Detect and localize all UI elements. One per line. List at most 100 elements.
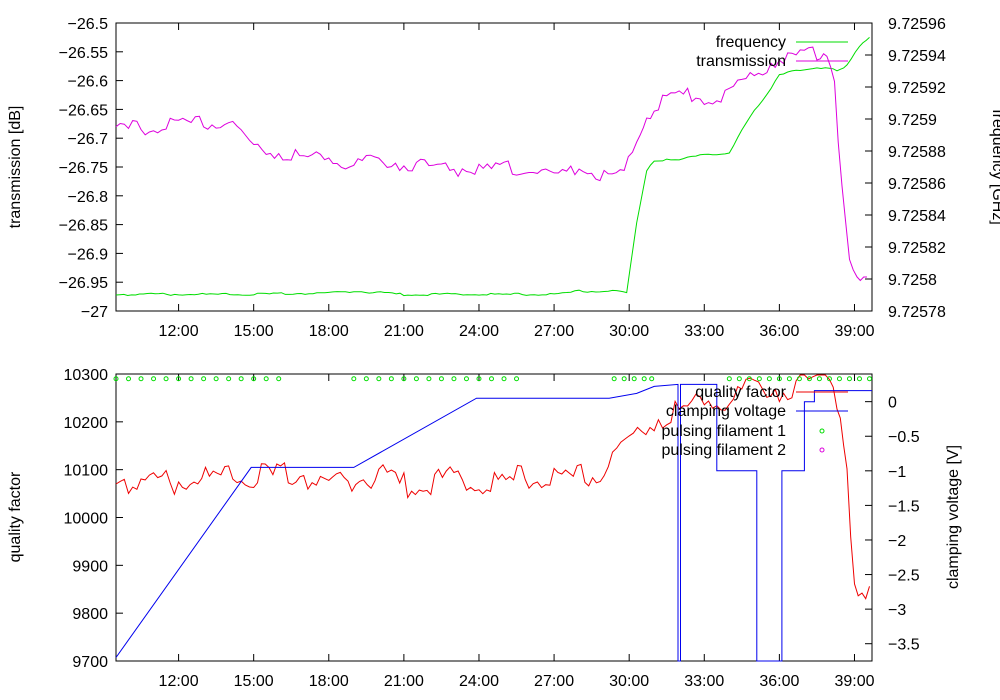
y2-tick-label: 9.72584 bbox=[888, 208, 946, 225]
x-tick-label: 30:00 bbox=[609, 673, 649, 690]
y-tick-label: −26.55 bbox=[59, 45, 108, 62]
marker-point-pulsing-filament-1 bbox=[514, 376, 520, 382]
x-tick-label: 36:00 bbox=[759, 323, 799, 340]
marker-point-pulsing-filament-1 bbox=[463, 376, 469, 382]
y2-tick-label: 9.72588 bbox=[888, 144, 946, 161]
marker-point-pulsing-filament-1 bbox=[766, 376, 772, 382]
y2-tick-label: −2.5 bbox=[888, 568, 920, 585]
marker-point-pulsing-filament-1 bbox=[388, 376, 394, 382]
y-tick-label: 10100 bbox=[64, 463, 109, 480]
marker-point-pulsing-filament-1 bbox=[631, 376, 637, 382]
y2-tick-label: 9.72592 bbox=[888, 80, 946, 97]
x-tick-label: 33:00 bbox=[684, 323, 724, 340]
marker-point-pulsing-filament-1 bbox=[746, 376, 752, 382]
marker-point-pulsing-filament-1 bbox=[451, 376, 457, 382]
top-panel: 12:00 15:00 18:00 21:00 24:00 27:00 30:00 33:00… bbox=[7, 16, 1000, 340]
x-tick-label: 15:00 bbox=[234, 673, 274, 690]
y2-tick-label: 9.72596 bbox=[888, 16, 946, 33]
top-y-axis-label: transmission [dB] bbox=[7, 106, 24, 229]
marker-point-pulsing-filament-1 bbox=[611, 376, 617, 382]
marker-point-pulsing-filament-1 bbox=[238, 376, 244, 382]
bottom-panel: 12:00 15:00 18:00 21:00 24:00 27:00 30:00 33:00… bbox=[7, 367, 962, 690]
marker-point-pulsing-filament-1 bbox=[786, 376, 792, 382]
y-tick-label: −26.6 bbox=[68, 74, 109, 91]
series-line-frequency bbox=[115, 37, 870, 297]
series-line-clamping-voltage bbox=[115, 383, 872, 662]
y2-tick-label: −1.5 bbox=[888, 498, 920, 515]
y2-tick-label: 9.72582 bbox=[888, 240, 946, 257]
marker-point-pulsing-filament-1 bbox=[846, 376, 852, 382]
top-series-layer bbox=[115, 37, 870, 297]
marker-point-pulsing-filament-1 bbox=[113, 376, 119, 382]
marker-point-pulsing-filament-1 bbox=[796, 376, 802, 382]
y-tick-label: 10000 bbox=[64, 511, 109, 528]
x-tick-label: 12:00 bbox=[159, 673, 199, 690]
x-tick-label: 27:00 bbox=[534, 673, 574, 690]
y-tick-label: 9800 bbox=[72, 606, 108, 623]
y-tick-label: −26.65 bbox=[59, 102, 108, 119]
marker-point-pulsing-filament-1 bbox=[251, 376, 257, 382]
y2-tick-label: −2 bbox=[888, 533, 906, 550]
y2-tick-label: −0.5 bbox=[888, 429, 920, 446]
y-tick-label: −26.7 bbox=[68, 131, 109, 148]
marker-point-pulsing-filament-1 bbox=[176, 376, 182, 382]
marker-point-pulsing-filament-1 bbox=[263, 376, 269, 382]
y2-tick-label: −3 bbox=[888, 602, 906, 619]
legend-label-pulsing-filament-1: pulsing filament 1 bbox=[661, 423, 786, 440]
top-legend: frequency transmission bbox=[696, 34, 848, 70]
legend-marker-pulsing-filament-2 bbox=[819, 447, 825, 453]
marker-point-pulsing-filament-1 bbox=[376, 376, 382, 382]
marker-point-pulsing-filament-1 bbox=[641, 376, 647, 382]
top-axis-ticks: 12:00 15:00 18:00 21:00 24:00 27:00 30:00 33:00… bbox=[59, 16, 946, 340]
x-tick-label: 27:00 bbox=[534, 323, 574, 340]
bottom-legend: quality factor clamping voltage pulsing … bbox=[661, 384, 848, 459]
marker-point-pulsing-filament-1 bbox=[476, 376, 482, 382]
y-tick-label: 10300 bbox=[64, 367, 109, 384]
marker-point-pulsing-filament-1 bbox=[776, 376, 782, 382]
marker-point-pulsing-filament-1 bbox=[426, 376, 432, 382]
x-tick-label: 18:00 bbox=[309, 323, 349, 340]
series-line-transmission bbox=[115, 46, 867, 282]
y2-tick-label: 9.7259 bbox=[888, 112, 937, 129]
legend-label-pulsing-filament-2: pulsing filament 2 bbox=[661, 442, 786, 459]
marker-point-pulsing-filament-1 bbox=[756, 376, 762, 382]
y2-tick-label: 9.72594 bbox=[888, 48, 946, 65]
x-tick-label: 12:00 bbox=[159, 323, 199, 340]
bottom-y-axis-label: quality factor bbox=[7, 471, 24, 562]
y-tick-label: −26.5 bbox=[68, 16, 109, 33]
marker-point-pulsing-filament-1 bbox=[188, 376, 194, 382]
marker-point-pulsing-filament-1 bbox=[806, 376, 812, 382]
y-tick-label: −26.85 bbox=[59, 218, 108, 235]
marker-point-pulsing-filament-1 bbox=[726, 376, 732, 382]
x-tick-label: 24:00 bbox=[459, 673, 499, 690]
y-tick-label: 9700 bbox=[72, 654, 108, 671]
marker-point-pulsing-filament-1 bbox=[201, 376, 207, 382]
top-y2-axis-label: frequency [GHz] bbox=[989, 109, 1000, 225]
y-tick-label: −26.9 bbox=[68, 246, 109, 263]
marker-point-pulsing-filament-1 bbox=[816, 376, 822, 382]
marker-point-pulsing-filament-1 bbox=[276, 376, 282, 382]
y2-tick-label: −3.5 bbox=[888, 637, 920, 654]
x-tick-label: 39:00 bbox=[834, 673, 874, 690]
marker-point-pulsing-filament-1 bbox=[866, 376, 872, 382]
y-tick-label: 10200 bbox=[64, 415, 109, 432]
x-tick-label: 39:00 bbox=[834, 323, 874, 340]
legend-label-quality-factor: quality factor bbox=[695, 384, 786, 401]
marker-point-pulsing-filament-1 bbox=[501, 376, 507, 382]
marker-point-pulsing-filament-1 bbox=[401, 376, 407, 382]
y-tick-label: −26.75 bbox=[59, 160, 108, 177]
x-tick-label: 18:00 bbox=[309, 673, 349, 690]
bottom-series-layer bbox=[113, 374, 872, 662]
marker-point-pulsing-filament-1 bbox=[126, 376, 132, 382]
y2-tick-label: 0 bbox=[888, 395, 897, 412]
marker-point-pulsing-filament-1 bbox=[488, 376, 494, 382]
marker-point-pulsing-filament-1 bbox=[736, 376, 742, 382]
x-tick-label: 30:00 bbox=[609, 323, 649, 340]
marker-point-pulsing-filament-1 bbox=[151, 376, 157, 382]
marker-point-pulsing-filament-1 bbox=[226, 376, 232, 382]
y2-tick-label: 9.7258 bbox=[888, 272, 937, 289]
y-tick-label: 9900 bbox=[72, 558, 108, 575]
legend-label-frequency: frequency bbox=[716, 34, 786, 51]
x-tick-label: 15:00 bbox=[234, 323, 274, 340]
marker-point-pulsing-filament-1 bbox=[213, 376, 219, 382]
